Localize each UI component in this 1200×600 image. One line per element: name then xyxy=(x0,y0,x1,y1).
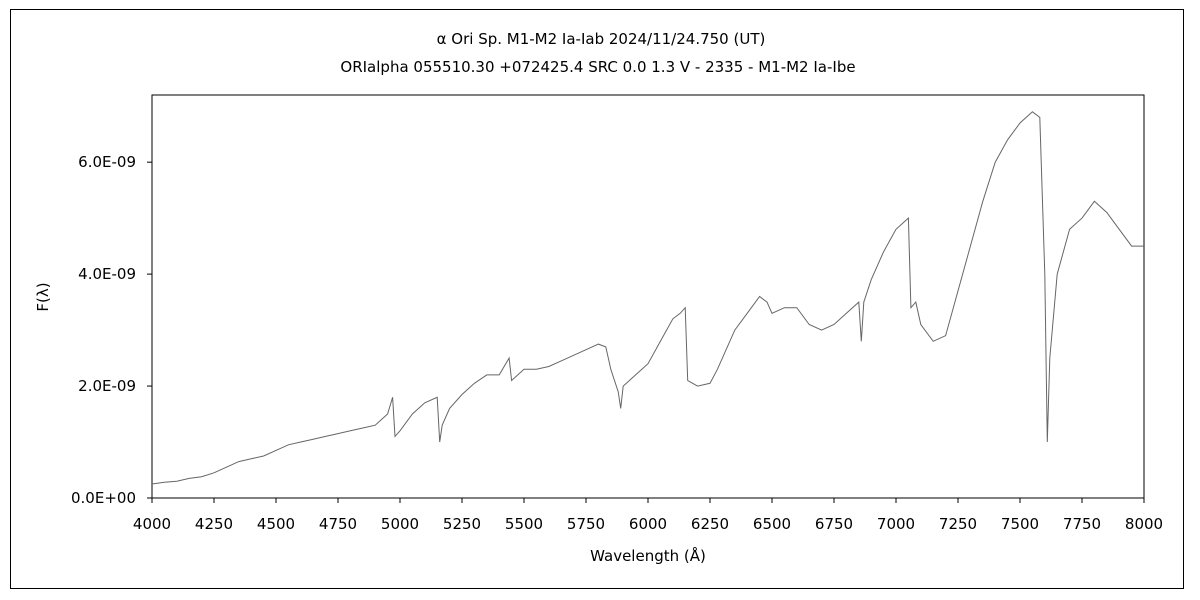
y-tick-label: 2.0E-09 xyxy=(78,377,136,395)
x-tick-label: 4000 xyxy=(133,515,171,533)
x-tick-label: 7500 xyxy=(1001,515,1039,533)
x-tick-label: 5750 xyxy=(567,515,605,533)
y-axis-label: F(λ) xyxy=(34,282,52,311)
y-axis: 0.0E+00 2.0E-09 4.0E-09 6.0E-09 xyxy=(71,153,152,507)
x-tick-label: 6750 xyxy=(815,515,853,533)
x-axis: 4000 4250 4500 4750 5000 5250 5500 5750 6000 6250… xyxy=(133,498,1163,533)
x-tick-label: 6000 xyxy=(629,515,667,533)
plot-area xyxy=(151,94,1145,499)
spectrum-line xyxy=(151,111,1144,485)
chart-frame xyxy=(10,9,1184,589)
x-tick-label: 6500 xyxy=(753,515,791,533)
y-tick-label: 4.0E-09 xyxy=(78,265,136,283)
x-tick-label: 7250 xyxy=(939,515,977,533)
x-tick-label: 6250 xyxy=(691,515,729,533)
x-tick-label: 4500 xyxy=(257,515,295,533)
x-tick-label: 7750 xyxy=(1063,515,1101,533)
y-tick-label: 6.0E-09 xyxy=(78,153,136,171)
y-tick-label: 0.0E+00 xyxy=(71,489,136,507)
x-tick-label: 7000 xyxy=(877,515,915,533)
x-tick-label: 4750 xyxy=(319,515,357,533)
x-axis-label: Wavelength (Å) xyxy=(590,546,706,565)
x-tick-label: 5500 xyxy=(505,515,543,533)
chart-title: α Ori Sp. M1-M2 Ia-Iab 2024/11/24.750 (U… xyxy=(437,30,766,48)
chart-subtitle: ORIalpha 055510.30 +072425.4 SRC 0.0 1.3… xyxy=(340,58,855,76)
x-tick-label: 5250 xyxy=(443,515,481,533)
x-tick-label: 5000 xyxy=(381,515,419,533)
x-tick-label: 4250 xyxy=(195,515,233,533)
x-tick-label: 8000 xyxy=(1125,515,1163,533)
series-layer xyxy=(151,111,1144,485)
